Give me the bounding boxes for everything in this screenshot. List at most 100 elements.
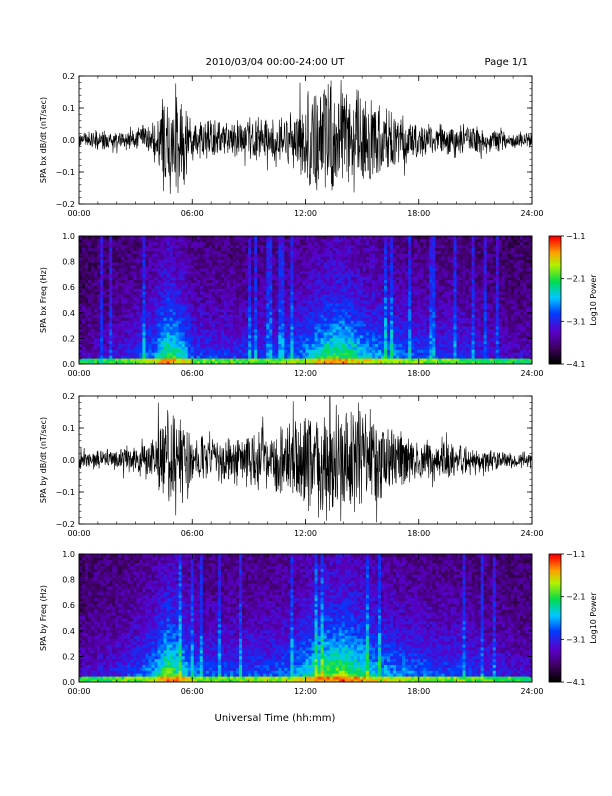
heatmap-cell xyxy=(357,242,360,245)
heatmap-cell xyxy=(239,259,242,262)
heatmap-cell xyxy=(336,262,339,265)
heatmap-cell xyxy=(151,280,154,283)
heatmap-cell xyxy=(239,271,242,274)
heatmap-cell xyxy=(399,280,402,283)
heatmap-cell xyxy=(158,277,161,280)
heatmap-cell xyxy=(272,251,275,254)
heatmap-cell xyxy=(284,323,287,326)
heatmap-cell xyxy=(278,283,281,286)
heatmap-cell xyxy=(103,300,106,303)
heatmap-cell xyxy=(91,285,94,288)
heatmap-cell xyxy=(136,259,139,262)
heatmap-cell xyxy=(348,309,351,312)
heatmap-cell xyxy=(215,242,218,245)
heatmap-cell xyxy=(145,283,148,286)
heatmap-cell xyxy=(236,251,239,254)
heatmap-cell xyxy=(197,355,200,358)
heatmap-cell xyxy=(330,326,333,329)
heatmap-cell xyxy=(390,262,393,265)
heatmap-cell xyxy=(275,280,278,283)
x-tick-label: 06:00 xyxy=(181,209,204,218)
heatmap-cell xyxy=(151,242,154,245)
heatmap-cell xyxy=(290,323,293,326)
heatmap-cell xyxy=(360,312,363,315)
heatmap-cell xyxy=(372,285,375,288)
heatmap-cell xyxy=(179,253,182,256)
heatmap-cell xyxy=(203,326,206,329)
heatmap-cell xyxy=(315,259,318,262)
heatmap-cell xyxy=(263,288,266,291)
heatmap-cell xyxy=(336,300,339,303)
heatmap-cell xyxy=(369,320,372,323)
heatmap-cell xyxy=(266,347,269,350)
heatmap-cell xyxy=(399,349,402,352)
heatmap-cell xyxy=(312,242,315,245)
heatmap-cell xyxy=(239,291,242,294)
heatmap-cell xyxy=(281,236,284,239)
heatmap-cell xyxy=(109,317,112,320)
heatmap-cell xyxy=(91,303,94,306)
heatmap-cell xyxy=(351,355,354,358)
heatmap-cell xyxy=(112,344,115,347)
heatmap-cell xyxy=(148,245,151,248)
heatmap-cell xyxy=(260,291,263,294)
heatmap-cell xyxy=(357,239,360,242)
heatmap-cell xyxy=(260,352,263,355)
heatmap-cell xyxy=(209,355,212,358)
heatmap-cell xyxy=(103,245,106,248)
heatmap-cell xyxy=(390,338,393,341)
heatmap-cell xyxy=(130,349,133,352)
heatmap-cell xyxy=(312,285,315,288)
heatmap-cell xyxy=(339,245,342,248)
heatmap-cell xyxy=(284,341,287,344)
heatmap-cell xyxy=(296,300,299,303)
heatmap-cell xyxy=(375,285,378,288)
heatmap-cell xyxy=(100,306,103,309)
heatmap-cell xyxy=(218,242,221,245)
heatmap-cell xyxy=(324,268,327,271)
heatmap-cell xyxy=(272,283,275,286)
heatmap-cell xyxy=(287,262,290,265)
heatmap-cell xyxy=(342,251,345,254)
heatmap-cell xyxy=(115,352,118,355)
heatmap-cell xyxy=(242,259,245,262)
heatmap-cell xyxy=(221,248,224,251)
heatmap-cell xyxy=(245,338,248,341)
heatmap-cell xyxy=(372,358,375,361)
heatmap-cell xyxy=(161,335,164,338)
heatmap-cell xyxy=(100,315,103,318)
heatmap-cell xyxy=(312,294,315,297)
heatmap-cell xyxy=(251,288,254,291)
heatmap-cell xyxy=(118,259,121,262)
heatmap-cell xyxy=(188,306,191,309)
heatmap-cell xyxy=(275,326,278,329)
heatmap-cell xyxy=(151,288,154,291)
heatmap-cell xyxy=(387,338,390,341)
heatmap-cell xyxy=(266,239,269,242)
heatmap-cell xyxy=(393,256,396,259)
heatmap-cell xyxy=(173,352,176,355)
heatmap-cell xyxy=(336,355,339,358)
heatmap-cell xyxy=(155,291,158,294)
heatmap-cell xyxy=(155,288,158,291)
heatmap-cell xyxy=(145,288,148,291)
heatmap-cell xyxy=(118,320,121,323)
heatmap-cell xyxy=(215,262,218,265)
heatmap-cell xyxy=(106,317,109,320)
heatmap-cell xyxy=(133,245,136,248)
heatmap-cell xyxy=(155,315,158,318)
heatmap-cell xyxy=(363,271,366,274)
heatmap-cell xyxy=(191,347,194,350)
heatmap-cell xyxy=(384,291,387,294)
heatmap-cell xyxy=(299,283,302,286)
heatmap-cell xyxy=(287,349,290,352)
heatmap-cell xyxy=(281,323,284,326)
heatmap-cell xyxy=(324,291,327,294)
heatmap-cell xyxy=(309,320,312,323)
heatmap-cell xyxy=(324,317,327,320)
heatmap-cell xyxy=(378,268,381,271)
heatmap-cell xyxy=(100,355,103,358)
heatmap-cell xyxy=(167,329,170,332)
heatmap-cell xyxy=(176,239,179,242)
heatmap-cell xyxy=(299,317,302,320)
